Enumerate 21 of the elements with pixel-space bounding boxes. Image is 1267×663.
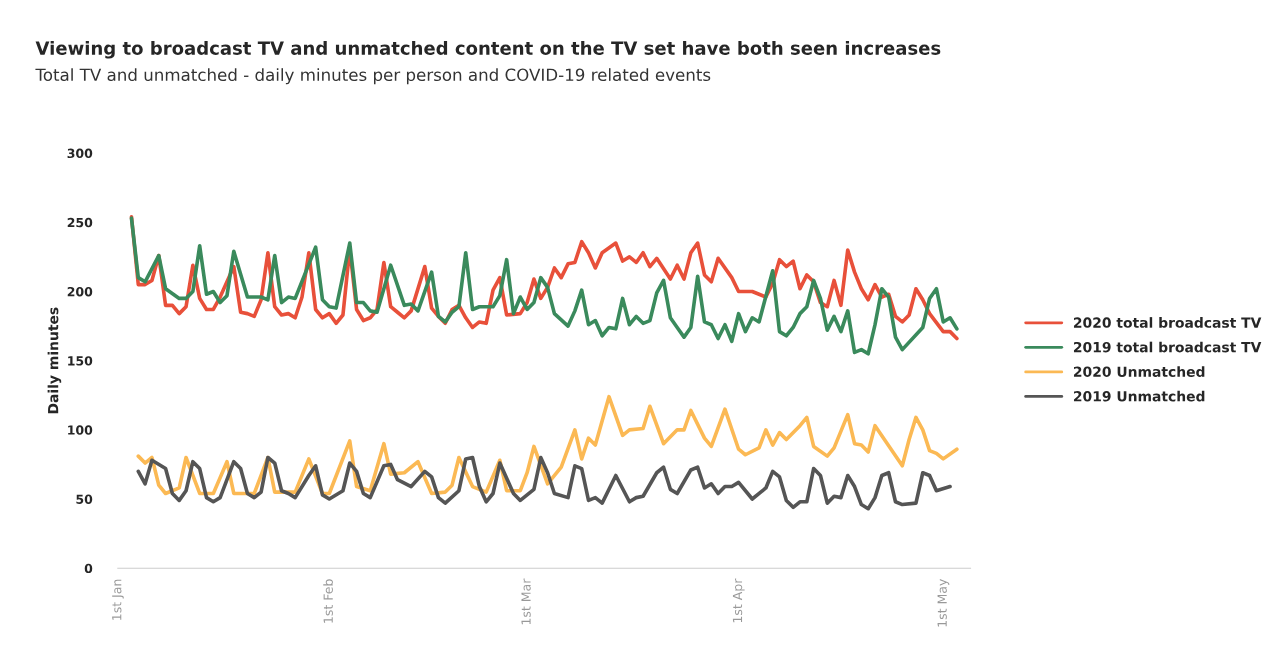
y-tick-label: 150 (68, 356, 93, 366)
y-tick-label: 300 (67, 148, 93, 159)
legend-label: 2019 Unmatched (1073, 390, 1205, 402)
y-axis-title: Daily minutes (47, 307, 62, 414)
x-tick-label: 1st Mar (521, 578, 531, 625)
x-tick-label: 1st Jan (112, 579, 124, 620)
legend-label: 2020 Unmatched (1073, 366, 1205, 377)
line-series (136, 455, 952, 511)
legend-label: 2020 total broadcast TV (1073, 317, 1262, 328)
x-tick-label: 1st Feb (323, 579, 333, 623)
x-tick-label: 1st May (937, 578, 950, 627)
y-tick-label: 200 (67, 286, 93, 297)
legend-label: 2019 total broadcast TV (1073, 341, 1262, 353)
y-tick-label: 250 (67, 217, 93, 228)
y-tick-label: 100 (68, 425, 93, 435)
line-series (136, 394, 959, 496)
chart-subtitle: Total TV and unmatched - daily minutes per person and COVID-19 related events (35, 68, 711, 85)
x-tick-label: 1st Apr (732, 578, 745, 623)
y-tick-label: 0 (84, 563, 93, 574)
chart-title: Viewing to broadcast TV and unmatched content on the TV set have both seen increases (35, 40, 941, 59)
y-tick-label: 50 (76, 494, 93, 504)
